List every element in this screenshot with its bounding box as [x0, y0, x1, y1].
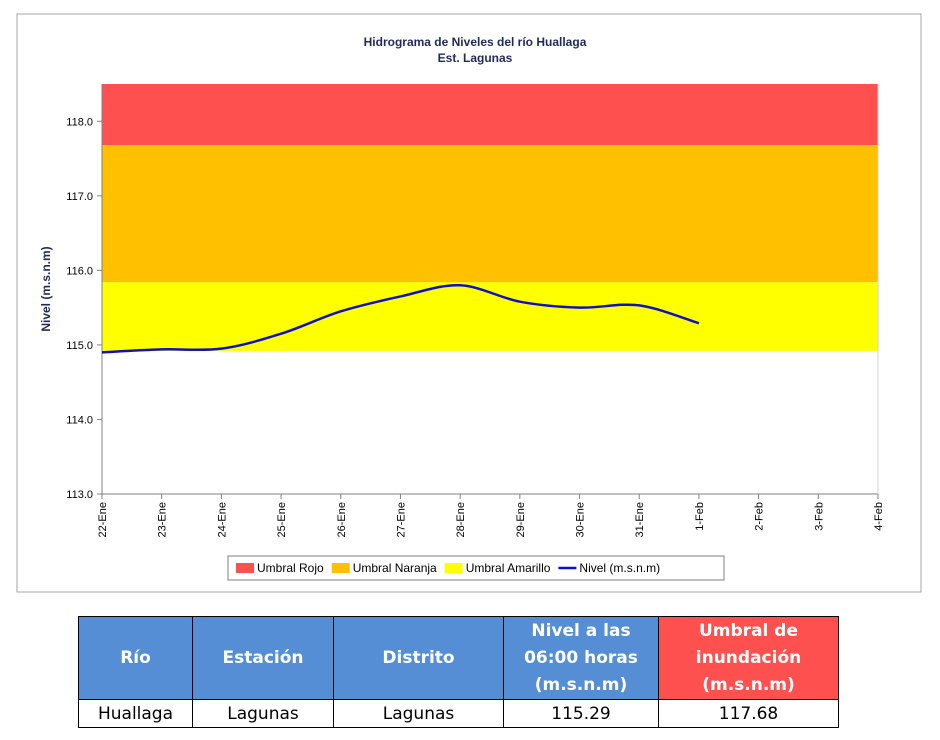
- header-cell: Distrito: [333, 616, 504, 700]
- data-table: Río Estación Distrito Nivel a las 06:00 …: [78, 616, 839, 728]
- x-tick-label: 27-Ene: [395, 502, 407, 537]
- legend-label: Umbral Amarillo: [466, 561, 551, 575]
- x-tick-label: 2-Feb: [754, 502, 766, 531]
- header-cell: Nivel a las 06:00 horas (m.s.n.m): [503, 616, 659, 700]
- header-cell: Estación: [192, 616, 334, 700]
- x-tick-label: 30-Ene: [575, 502, 587, 537]
- y-tick-label: 114.0: [66, 414, 93, 426]
- x-tick-label: 31-Ene: [634, 502, 646, 537]
- y-tick-label: 113.0: [66, 489, 93, 501]
- legend-frame: [227, 555, 725, 581]
- header-cell: Río: [78, 616, 193, 700]
- threshold-band: [102, 84, 878, 146]
- cell: 117.68: [658, 699, 839, 728]
- legend-swatch: [331, 563, 350, 573]
- cell: Lagunas: [333, 699, 504, 728]
- chart-title: Hidrograma de Niveles del río Huallaga: [364, 35, 587, 49]
- header-row: Río Estación Distrito Nivel a las 06:00 …: [78, 616, 839, 700]
- chart: Hidrograma de Niveles del río Huallaga E…: [16, 13, 922, 593]
- x-tick-label: 3-Feb: [813, 502, 825, 531]
- x-tick-label: 22-Ene: [97, 502, 109, 537]
- legend-swatch: [444, 563, 463, 573]
- x-tick-label: 29-Ene: [515, 502, 527, 537]
- x-tick-label: 1-Feb: [694, 502, 706, 531]
- x-tick-label: 4-Feb: [873, 502, 885, 531]
- x-tick-label: 23-Ene: [157, 502, 169, 537]
- y-tick-label: 117.0: [66, 191, 93, 203]
- legend-swatch: [236, 563, 254, 573]
- legend-label: Nivel (m.s.n.m): [579, 561, 660, 575]
- cell: 115.29: [503, 699, 659, 728]
- x-tick-label: 26-Ene: [336, 502, 348, 537]
- data-line: [101, 284, 700, 354]
- legend-label: Umbral Rojo: [257, 561, 324, 575]
- header-cell: Umbral de inundación (m.s.n.m): [658, 616, 839, 700]
- y-tick-label: 115.0: [66, 340, 93, 352]
- y-tick-label: 116.0: [66, 265, 93, 277]
- data-row: Huallaga Lagunas Lagunas 115.29 117.68: [78, 699, 839, 728]
- x-tick-label: 24-Ene: [216, 502, 228, 537]
- x-tick-label: 25-Ene: [276, 502, 288, 537]
- cell: Huallaga: [78, 699, 193, 728]
- y-tick-label: 118.0: [66, 116, 93, 128]
- cell: Lagunas: [192, 699, 334, 728]
- x-tick-label: 28-Ene: [455, 502, 467, 537]
- chart-subtitle: Est. Lagunas: [438, 51, 513, 65]
- threshold-band: [102, 145, 878, 283]
- legend-label: Umbral Naranja: [353, 561, 437, 575]
- y-axis-label: Nivel (m.s.n.m): [39, 246, 53, 331]
